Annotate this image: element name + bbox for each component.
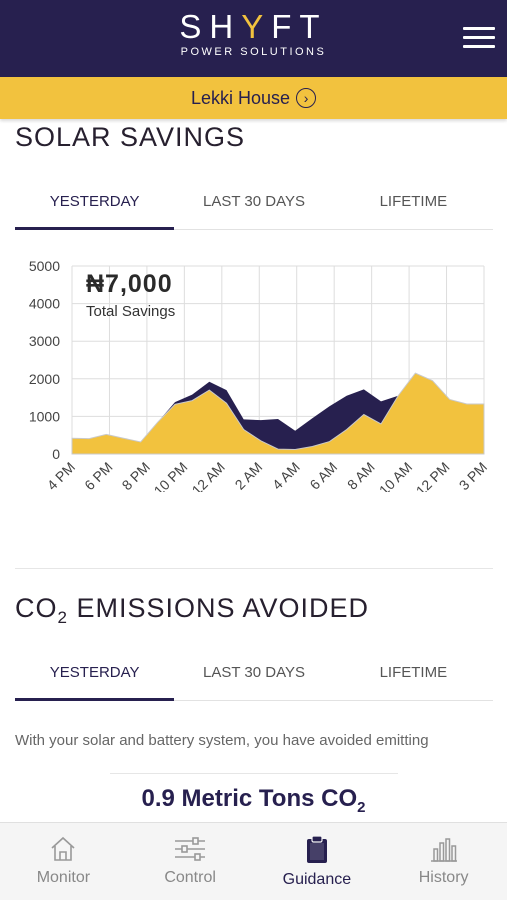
- y-tick-label: 1000: [29, 408, 60, 424]
- hamburger-menu-icon[interactable]: [463, 27, 495, 49]
- x-tick-label: 4 PM: [44, 459, 78, 492]
- app-header: SHYFT POWER SOLUTIONS: [0, 0, 507, 77]
- bar-chart-icon: [430, 838, 457, 862]
- x-tick-label: 10 PM: [151, 459, 191, 492]
- site-selector[interactable]: Lekki House ›: [0, 77, 507, 119]
- co2-description: With your solar and battery system, you …: [15, 732, 429, 749]
- y-tick-label: 4000: [29, 296, 60, 312]
- sliders-icon: [175, 837, 206, 861]
- x-tick-label: 12 AM: [189, 459, 228, 492]
- solar-savings-title: SOLAR SAVINGS: [15, 122, 246, 152]
- x-tick-label: 3 PM: [456, 459, 490, 492]
- x-tick-label: 10 AM: [376, 459, 415, 492]
- co2-amount: 0.9 Metric Tons CO2: [141, 785, 366, 816]
- tab-last-30-days[interactable]: LAST 30 DAYS: [202, 193, 305, 210]
- x-tick-label: 6 PM: [81, 459, 115, 492]
- x-tick-label: 8 AM: [344, 459, 378, 492]
- total-savings-label: Total Savings: [86, 303, 176, 320]
- co2-tab-yesterday[interactable]: YESTERDAY: [15, 651, 175, 701]
- nav-label: Guidance: [282, 871, 352, 888]
- clipboard-icon: [306, 835, 327, 863]
- brand-logo: SHYFT POWER SOLUTIONS: [179, 8, 328, 59]
- total-savings-value: ₦7,000: [86, 270, 173, 298]
- chevron-right-circle-icon: ›: [296, 88, 317, 108]
- nav-monitor[interactable]: Monitor: [0, 823, 127, 900]
- area-series-1: [71, 372, 485, 455]
- y-tick-label: 0: [52, 446, 60, 462]
- bottom-nav: Monitor Control Guidance History: [0, 822, 507, 900]
- co2-rule: [110, 773, 398, 774]
- x-tick-label: 2 AM: [232, 459, 266, 492]
- co2-tab-lifetime[interactable]: LIFETIME: [379, 664, 448, 681]
- nav-label: Control: [164, 869, 216, 886]
- co2-tabs: YESTERDAY LAST 30 DAYS LIFETIME: [15, 651, 493, 701]
- y-tick-label: 3000: [29, 333, 60, 349]
- x-tick-label: 8 PM: [119, 459, 153, 492]
- y-tick-label: 5000: [29, 258, 60, 274]
- nav-guidance[interactable]: Guidance: [254, 823, 381, 900]
- section-divider: [15, 568, 493, 569]
- nav-history[interactable]: History: [380, 823, 507, 900]
- home-icon: [51, 836, 75, 861]
- solar-savings-chart: 5000 4000 3000 2000 1000 0 4 PM 6 PM 8 PM 10 PM 12…: [0, 252, 507, 492]
- solar-savings-tabs: YESTERDAY LAST 30 DAYS LIFETIME: [15, 180, 493, 230]
- nav-label: History: [418, 869, 469, 886]
- co2-tab-last-30-days[interactable]: LAST 30 DAYS: [202, 664, 305, 681]
- total-savings: ₦7,000 Total Savings: [86, 270, 175, 320]
- nav-label: Monitor: [36, 869, 91, 886]
- co2-title: CO2 EMISSIONS AVOIDED: [15, 593, 370, 627]
- tab-lifetime[interactable]: LIFETIME: [379, 193, 448, 210]
- tab-yesterday[interactable]: YESTERDAY: [15, 180, 175, 230]
- nav-control[interactable]: Control: [127, 823, 254, 900]
- x-tick-label: 6 AM: [306, 459, 340, 492]
- x-tick-label: 12 PM: [413, 459, 453, 492]
- site-name: Lekki House: [190, 87, 291, 108]
- x-tick-label: 4 AM: [269, 459, 303, 492]
- y-tick-label: 2000: [29, 371, 60, 387]
